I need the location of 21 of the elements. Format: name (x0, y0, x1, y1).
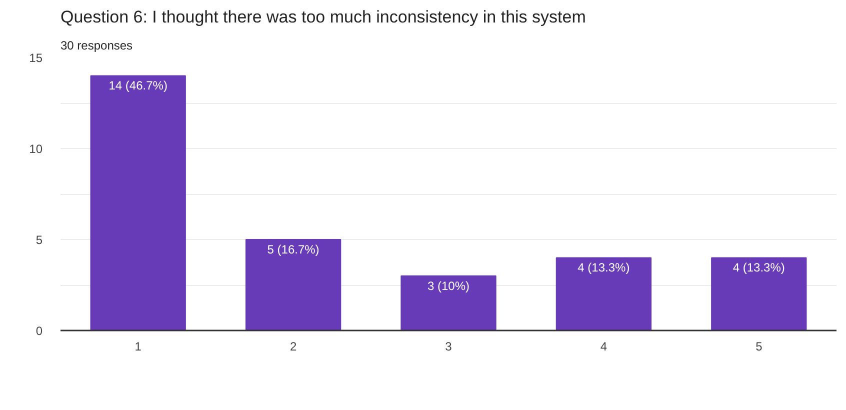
y-tick-label: 10 (29, 142, 43, 156)
y-tick-label: 5 (36, 233, 43, 247)
chart-title: Question 6: I thought there was too much inconsistency in this system (60, 8, 586, 26)
data-label: 5 (16.7%) (267, 242, 320, 256)
x-tick-label: 3 (445, 340, 452, 354)
y-tick-label: 0 (36, 324, 43, 338)
bar (711, 257, 807, 330)
data-label: 4 (13.3%) (732, 260, 785, 275)
y-tick-label: 15 (29, 51, 43, 65)
data-label: 3 (10%) (427, 278, 470, 293)
bar (90, 75, 186, 330)
x-tick-label: 5 (756, 340, 763, 354)
x-tick-label: 2 (290, 340, 297, 354)
chart-subtitle: 30 responses (60, 38, 133, 52)
data-label: 14 (46.7%) (108, 78, 168, 93)
bar (556, 257, 652, 330)
x-tick-label: 1 (134, 340, 142, 354)
bar (400, 275, 496, 330)
bar (245, 239, 342, 330)
data-label: 4 (13.3%) (578, 260, 630, 275)
x-tick-label: 4 (600, 340, 608, 354)
